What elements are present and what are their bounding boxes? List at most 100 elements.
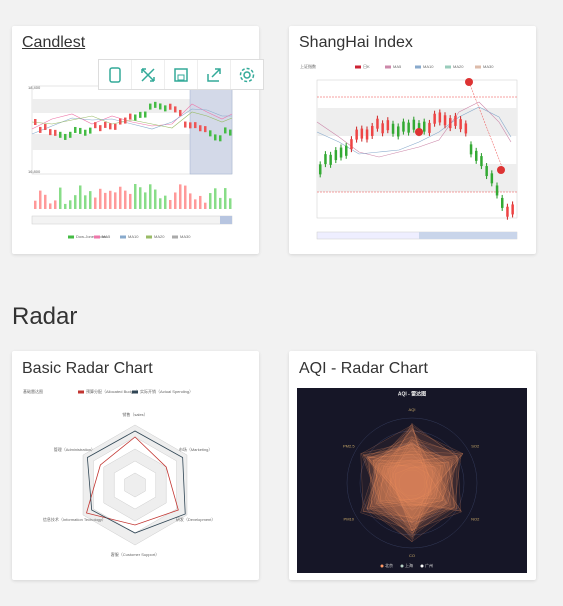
volume-bar <box>114 192 117 209</box>
candle <box>386 120 390 131</box>
legend-swatch <box>355 65 361 69</box>
card[interactable]: Candlest 18,400 16,800 Dow-Jones index MA5… <box>12 26 264 254</box>
volume-bar <box>59 187 62 209</box>
indicator-label: SO2 <box>471 444 480 449</box>
svg-text:18,400: 18,400 <box>28 85 41 90</box>
radar-area <box>362 459 451 518</box>
tool-button[interactable] <box>165 60 198 89</box>
candle <box>209 130 212 137</box>
radar-ring <box>372 443 452 523</box>
thumbnail: 基础雷达图 销售（sales） 管理（Administration） 信息技术（In… <box>23 388 216 557</box>
radar-ring <box>359 430 465 536</box>
chart-title: 上证指数 <box>300 63 316 69</box>
tool-button[interactable] <box>99 60 132 89</box>
candle <box>454 115 457 126</box>
indicator-label: 销售（sales） <box>122 411 147 417</box>
volume-bar <box>34 200 37 209</box>
candle <box>59 131 62 138</box>
card-title[interactable]: Candlest <box>22 34 86 51</box>
candle <box>443 115 447 126</box>
volume-bar <box>144 192 147 209</box>
radar-area <box>367 454 448 532</box>
candle <box>39 126 42 133</box>
card[interactable]: ShangHai Index 上证指数 日K MA5 MA10 MA20 MA30 <box>289 26 536 254</box>
legend-swatch <box>380 564 384 568</box>
card-title[interactable]: Basic Radar Chart <box>22 360 153 377</box>
candle <box>334 150 338 161</box>
volume-bar <box>154 189 157 209</box>
legend-label: MA30 <box>180 234 191 239</box>
candle <box>54 129 57 136</box>
candle <box>506 206 509 217</box>
chart-title: 基础雷达图 <box>23 388 43 394</box>
radar-area <box>366 451 464 505</box>
legend-label: MA5 <box>393 64 402 69</box>
tool-button[interactable] <box>198 60 231 89</box>
candle <box>189 122 192 129</box>
radar-area <box>372 445 433 511</box>
legend-swatch <box>400 564 404 568</box>
tool-button[interactable] <box>132 60 165 89</box>
candle <box>345 145 348 156</box>
tool-button[interactable] <box>231 60 263 89</box>
radar-area <box>360 429 442 531</box>
radar-area <box>363 444 455 520</box>
volume-bar <box>134 184 137 209</box>
indicator-label: PM10 <box>344 517 355 522</box>
legend-label: MA20 <box>453 64 464 69</box>
candle <box>109 123 112 130</box>
candle <box>119 118 122 125</box>
radar-area <box>395 461 455 526</box>
candle <box>511 204 514 215</box>
candle <box>149 103 152 110</box>
radar-area <box>360 441 441 523</box>
volume-bar <box>164 195 167 209</box>
indicator-label: NO2 <box>471 517 480 522</box>
candle <box>129 113 132 120</box>
legend-swatch <box>385 65 391 69</box>
candle <box>495 185 499 196</box>
indicator-label: 研发（Development） <box>176 516 216 522</box>
candle <box>74 126 77 133</box>
card-title[interactable]: ShangHai Index <box>299 34 413 51</box>
candle <box>64 133 67 140</box>
toolbar <box>98 59 264 90</box>
candle <box>124 117 127 124</box>
candle <box>391 123 395 134</box>
volume-bar <box>39 190 42 209</box>
candle <box>376 118 379 129</box>
radar-area <box>366 428 464 518</box>
volume-bar <box>129 193 132 209</box>
radar-area <box>389 447 462 512</box>
radar-area <box>374 426 447 528</box>
candle <box>324 154 327 165</box>
card[interactable]: Basic Radar Chart 基础雷达图 销售（sales） 管理（Admi… <box>12 351 259 580</box>
candle <box>99 125 102 132</box>
radar-area <box>362 454 443 524</box>
candle <box>69 131 72 138</box>
card[interactable]: AQI - Radar Chart AQI - 雷达图 AQI PM2.5 PM10… <box>289 351 536 580</box>
volume-bar <box>109 190 112 209</box>
candle <box>134 114 137 121</box>
volume-bar <box>54 200 57 209</box>
volume-bar <box>169 199 172 209</box>
legend-label: 实际开销（Actual Spending） <box>140 388 193 394</box>
legend-label: MA30 <box>483 64 494 69</box>
card-title[interactable]: AQI - Radar Chart <box>299 360 428 377</box>
legend-swatch <box>415 65 421 69</box>
candle <box>339 147 343 158</box>
volume-bar <box>99 188 102 209</box>
candle <box>104 121 107 128</box>
legend-label: 预算分配（Allocated Budget） <box>86 388 140 394</box>
volume-bar <box>159 198 162 209</box>
candle <box>174 106 177 113</box>
candle <box>89 127 92 134</box>
indicator-label: 市场（Marketing） <box>179 446 213 452</box>
candle <box>402 121 405 132</box>
candle <box>329 154 332 165</box>
volume-bar <box>174 192 177 209</box>
candle <box>407 122 410 133</box>
volume-bar <box>184 185 187 209</box>
legend-label: MA5 <box>102 234 111 239</box>
